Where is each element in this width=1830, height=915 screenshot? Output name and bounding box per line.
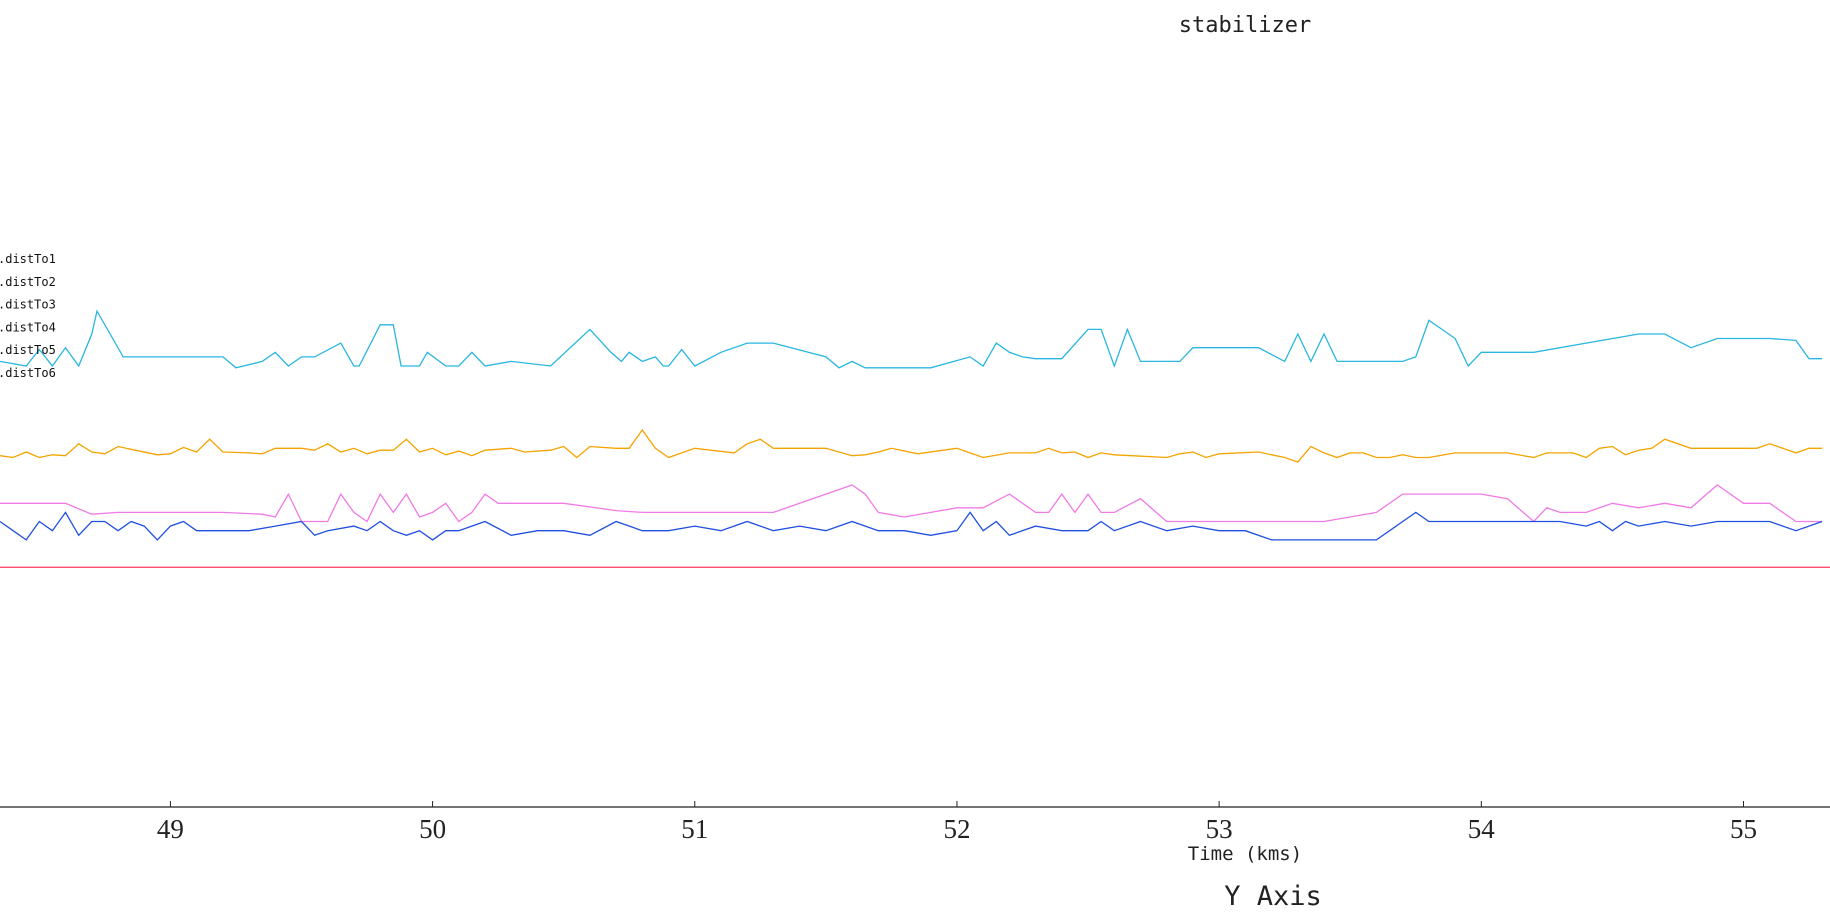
x-ticks: 49 50 51 52 53 54 55 [157, 801, 1757, 844]
legend: .distTo1 .distTo2 .distTo3 .distTo4 .distTo5… [0, 252, 56, 380]
legend-entry-1: .distTo1 [0, 252, 56, 266]
x-tick-label: 51 [681, 814, 708, 844]
chart-title: stabilizer [1179, 13, 1311, 38]
series-line-2 [0, 428, 1823, 463]
x-tick-label: 52 [943, 814, 970, 844]
series-line-1 [0, 309, 1823, 369]
x-tick-label: 55 [1730, 814, 1757, 844]
x-tick-label: 54 [1468, 814, 1496, 844]
x-axis-label: Time (kms) [1188, 843, 1302, 865]
legend-entry-2: .distTo2 [0, 275, 56, 289]
legend-entry-3: .distTo3 [0, 298, 56, 312]
y-axis-label: Y Axis [1224, 881, 1322, 912]
x-tick-label: 53 [1206, 814, 1233, 844]
legend-entry-4: .distTo4 [0, 320, 56, 334]
legend-entry-5: .distTo5 [0, 343, 56, 357]
legend-entry-6: .distTo6 [0, 366, 56, 380]
x-tick-label: 49 [157, 814, 184, 844]
plot-lines [0, 309, 1830, 568]
series-line-3 [0, 484, 1823, 523]
x-tick-label: 50 [419, 814, 446, 844]
series-line-4 [0, 511, 1823, 541]
